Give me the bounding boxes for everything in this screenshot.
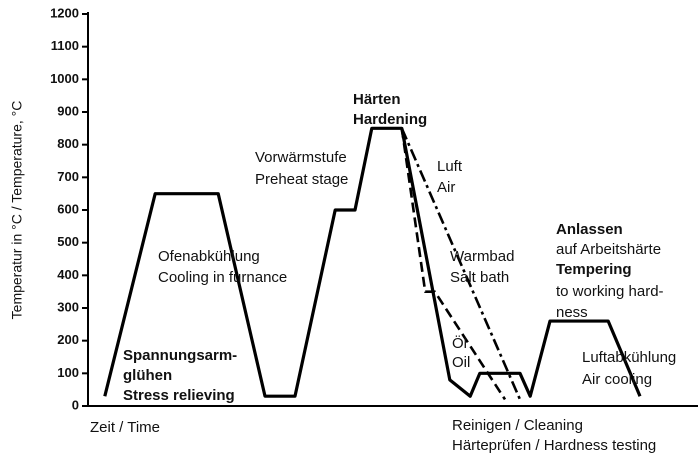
annotation: Air cooling (582, 371, 652, 388)
annotation: Öl (452, 334, 467, 352)
x-axis-label: Zeit / Time (90, 419, 160, 436)
y-tick-label: 500 (57, 234, 79, 249)
annotation: ness (556, 304, 588, 321)
annotation: Härten (353, 91, 401, 108)
annotation: Härteprüfen / Hardness testing (452, 437, 656, 454)
y-tick-label: 1100 (51, 38, 79, 53)
annotation: Preheat stage (255, 171, 348, 188)
y-tick-label: 600 (57, 201, 79, 216)
curve (400, 127, 522, 400)
curve (400, 128, 507, 401)
annotation: Luft (437, 158, 463, 175)
annotation: Cooling in furnance (158, 269, 287, 286)
y-axis-label: Temperatur in °C / Temperature, °C (9, 101, 25, 320)
annotation: Salt bath (450, 269, 509, 286)
y-tick-label: 900 (57, 103, 79, 118)
annotation: Anlassen (556, 221, 623, 238)
y-tick-label: 300 (57, 299, 79, 314)
annotation: Oil (452, 354, 470, 371)
annotation: Stress relieving (123, 387, 235, 404)
annotation: Spannungsarm- (123, 347, 237, 364)
annotation: Luftabkühlung (582, 349, 676, 366)
y-tick-label: 1200 (50, 5, 79, 20)
annotation: auf Arbeitshärte (556, 241, 661, 258)
annotation: Tempering (556, 261, 632, 278)
annotation: glühen (123, 367, 172, 384)
y-tick-label: 800 (57, 136, 79, 151)
annotation: Air (437, 179, 455, 196)
y-tick-label: 700 (57, 169, 79, 184)
y-tick-label: 0 (72, 397, 79, 412)
y-tick-label: 100 (57, 365, 79, 380)
annotation: Warmbad (450, 248, 514, 265)
annotation: Hardening (353, 111, 427, 128)
y-tick-label: 1000 (50, 71, 79, 86)
curve (103, 126, 642, 398)
annotation: Ofenabkühlung (158, 248, 260, 265)
y-tick-label: 400 (57, 267, 79, 282)
annotation: Vorwärmstufe (255, 149, 347, 166)
annotation: to working hard- (556, 283, 664, 300)
annotation: Reinigen / Cleaning (452, 417, 583, 434)
y-tick-label: 200 (57, 332, 79, 347)
